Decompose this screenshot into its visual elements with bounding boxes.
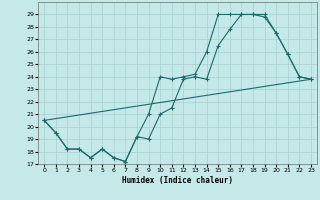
X-axis label: Humidex (Indice chaleur): Humidex (Indice chaleur): [122, 176, 233, 185]
